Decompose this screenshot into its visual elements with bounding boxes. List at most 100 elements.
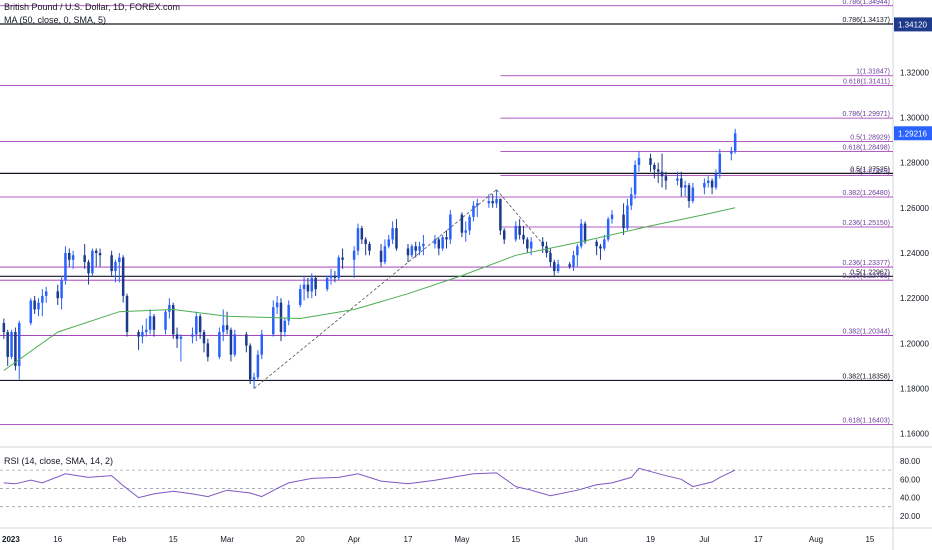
candle[interactable] <box>491 201 494 204</box>
candle[interactable] <box>333 275 337 278</box>
candle[interactable] <box>94 250 98 253</box>
candle[interactable] <box>487 201 491 204</box>
candle[interactable] <box>44 291 48 296</box>
candle[interactable] <box>206 343 210 357</box>
candle[interactable] <box>449 214 452 240</box>
candle[interactable] <box>680 178 683 188</box>
candle[interactable] <box>730 151 733 154</box>
candle[interactable] <box>406 248 410 256</box>
candle[interactable] <box>287 304 290 321</box>
candle[interactable] <box>248 345 252 380</box>
candle[interactable] <box>29 300 33 324</box>
candle[interactable] <box>91 250 94 274</box>
candle[interactable] <box>14 332 17 366</box>
candle[interactable] <box>283 320 287 333</box>
candle[interactable] <box>460 214 464 233</box>
candle[interactable] <box>576 246 579 256</box>
candle[interactable] <box>441 237 444 249</box>
candle[interactable] <box>433 239 437 244</box>
candle[interactable] <box>437 239 441 249</box>
candle[interactable] <box>529 241 533 249</box>
candle[interactable] <box>10 332 13 357</box>
candle[interactable] <box>71 255 75 260</box>
candle[interactable] <box>526 239 529 249</box>
candle[interactable] <box>202 332 206 344</box>
candle[interactable] <box>410 246 414 256</box>
candle[interactable] <box>703 182 706 188</box>
candle[interactable] <box>553 262 556 272</box>
candle[interactable] <box>499 198 502 231</box>
candle[interactable] <box>383 246 387 263</box>
candle[interactable] <box>279 302 283 333</box>
candle[interactable] <box>445 237 448 240</box>
candle[interactable] <box>733 133 737 152</box>
candle[interactable] <box>502 230 506 240</box>
candle[interactable] <box>718 153 722 174</box>
candle[interactable] <box>583 223 587 242</box>
candle[interactable] <box>360 228 364 240</box>
candle[interactable] <box>256 354 260 378</box>
candle[interactable] <box>683 185 687 188</box>
candle[interactable] <box>676 178 679 181</box>
candle[interactable] <box>687 185 691 202</box>
candle[interactable] <box>121 257 125 296</box>
candle[interactable] <box>472 205 475 217</box>
candle[interactable] <box>171 304 175 335</box>
candle[interactable] <box>145 329 148 333</box>
candle[interactable] <box>364 239 367 244</box>
candle[interactable] <box>152 316 156 330</box>
candle[interactable] <box>599 246 602 249</box>
candle[interactable] <box>6 332 9 357</box>
candle[interactable] <box>275 302 279 308</box>
candle[interactable] <box>549 252 552 263</box>
candle[interactable] <box>414 246 417 251</box>
candle[interactable] <box>495 198 498 204</box>
candle[interactable] <box>476 203 479 206</box>
candle[interactable] <box>418 246 421 251</box>
candle[interactable] <box>221 325 225 333</box>
candle[interactable] <box>572 255 575 267</box>
candle[interactable] <box>168 304 171 312</box>
candle[interactable] <box>310 277 314 292</box>
candle[interactable] <box>391 228 394 240</box>
candle[interactable] <box>302 284 306 290</box>
candle[interactable] <box>422 243 425 247</box>
candle[interactable] <box>387 239 391 247</box>
candle[interactable] <box>706 180 710 183</box>
candle[interactable] <box>649 158 652 165</box>
candle[interactable] <box>595 241 598 247</box>
candle[interactable] <box>518 225 521 235</box>
candle[interactable] <box>468 216 471 231</box>
candle[interactable] <box>710 180 714 188</box>
candle[interactable] <box>125 295 129 333</box>
candle[interactable] <box>68 252 71 260</box>
candle[interactable] <box>245 334 248 346</box>
candle[interactable] <box>272 307 275 335</box>
candle[interactable] <box>568 264 571 267</box>
candle[interactable] <box>60 280 63 299</box>
candle[interactable] <box>37 302 40 310</box>
candle[interactable] <box>545 246 548 253</box>
candle[interactable] <box>306 284 310 292</box>
candle[interactable] <box>379 250 383 263</box>
candle[interactable] <box>2 323 6 333</box>
candle[interactable] <box>656 169 660 172</box>
candle[interactable] <box>233 334 237 355</box>
candle[interactable] <box>198 316 202 333</box>
candle[interactable] <box>229 329 233 355</box>
candle[interactable] <box>329 275 333 278</box>
candle[interactable] <box>164 311 167 330</box>
candle[interactable] <box>260 334 263 355</box>
candle[interactable] <box>714 173 718 188</box>
candle[interactable] <box>191 334 194 337</box>
candle[interactable] <box>83 255 86 263</box>
candle[interactable] <box>691 187 695 202</box>
candle[interactable] <box>464 230 467 233</box>
candle[interactable] <box>622 214 625 229</box>
candle[interactable] <box>179 336 183 339</box>
candle[interactable] <box>252 377 256 380</box>
candle[interactable] <box>110 255 113 272</box>
candle[interactable] <box>653 164 656 170</box>
candle[interactable] <box>630 194 633 206</box>
